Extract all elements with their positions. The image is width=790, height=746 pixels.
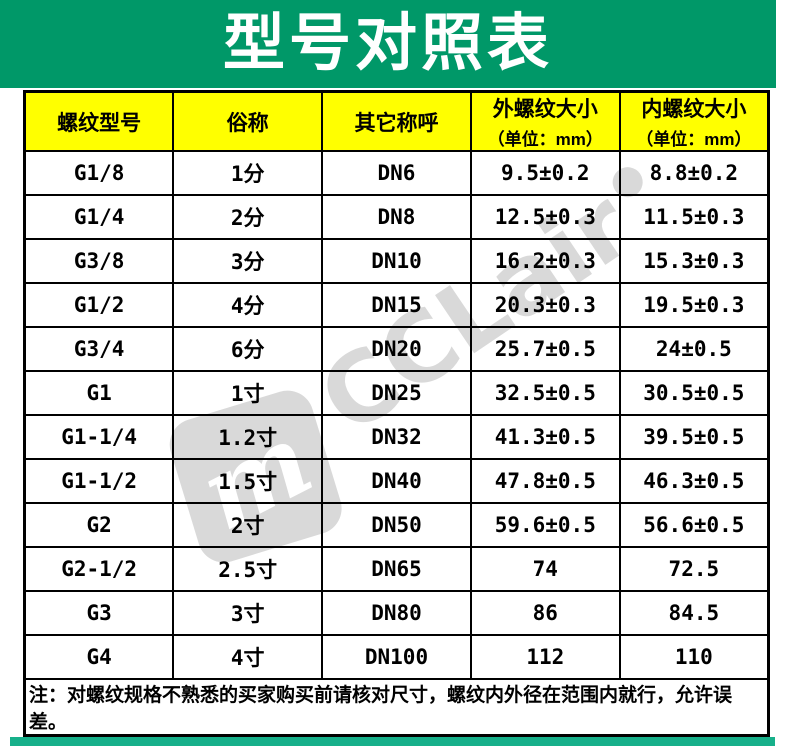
cell: 6分 — [172, 326, 324, 372]
cell: 2分 — [172, 194, 324, 240]
cell: 24±0.5 — [618, 326, 770, 372]
cell: 12.5±0.3 — [469, 194, 621, 240]
cell: 4分 — [172, 282, 324, 328]
cell: DN15 — [321, 282, 472, 328]
cell: 1.5寸 — [172, 458, 324, 504]
cell: DN100 — [321, 634, 472, 680]
cell: 110 — [618, 634, 770, 680]
header-cell: 螺纹型号 — [23, 90, 175, 152]
cell: 2.5寸 — [172, 546, 324, 592]
cell: G2-1/2 — [23, 546, 175, 592]
table-row: G3/4 6分 DN20 25.7±0.5 24±0.5 — [23, 326, 770, 372]
cell: DN32 — [321, 414, 472, 460]
cell: G1/2 — [23, 282, 175, 328]
cell: 1分 — [172, 150, 324, 196]
cell: 19.5±0.3 — [618, 282, 770, 328]
cell: 47.8±0.5 — [469, 458, 621, 504]
cell: G1 — [23, 370, 175, 416]
table-row: G1/4 2分 DN8 12.5±0.3 11.5±0.3 — [23, 194, 770, 240]
table-row: G2-1/2 2.5寸 DN65 74 72.5 — [23, 546, 770, 592]
header-cell: 内螺纹大小 （单位：mm） — [618, 90, 770, 152]
cell: DN80 — [321, 590, 472, 636]
cell: 112 — [469, 634, 621, 680]
cell: 46.3±0.5 — [618, 458, 770, 504]
comparison-table: 螺纹型号 俗称 其它称呼 外螺纹大小 （单位：mm） 内螺纹大小 （单位：mm） G1/8 1… — [23, 90, 770, 737]
note-row: 注：对螺纹规格不熟悉的买家购买前请核对尺寸，螺纹内外径在范围内就行，允许误差。 — [23, 678, 770, 737]
cell: G3/8 — [23, 238, 175, 284]
table-row: G1-1/4 1.2寸 DN32 41.3±0.5 39.5±0.5 — [23, 414, 770, 460]
cell: G3/4 — [23, 326, 175, 372]
table-row: G3/8 3分 DN10 16.2±0.3 15.3±0.3 — [23, 238, 770, 284]
cell: G2 — [23, 502, 175, 548]
cell: 3分 — [172, 238, 324, 284]
cell: G3 — [23, 590, 175, 636]
table-row: G1/2 4分 DN15 20.3±0.3 19.5±0.3 — [23, 282, 770, 328]
cell: 1寸 — [172, 370, 324, 416]
cell: DN65 — [321, 546, 472, 592]
cell: 1.2寸 — [172, 414, 324, 460]
cell: G1-1/4 — [23, 414, 175, 460]
table-row: G4 4寸 DN100 112 110 — [23, 634, 770, 680]
cell: G1/8 — [23, 150, 175, 196]
cell: DN25 — [321, 370, 472, 416]
cell: 9.5±0.2 — [469, 150, 621, 196]
cell: DN40 — [321, 458, 472, 504]
cell: 72.5 — [618, 546, 770, 592]
cell: 56.6±0.5 — [618, 502, 770, 548]
cell: 20.3±0.3 — [469, 282, 621, 328]
cell: 32.5±0.5 — [469, 370, 621, 416]
cell: 3寸 — [172, 590, 324, 636]
cell: 2寸 — [172, 502, 324, 548]
cell: DN8 — [321, 194, 472, 240]
footer-bar — [10, 737, 775, 746]
cell: 59.6±0.5 — [469, 502, 621, 548]
cell: 8.8±0.2 — [618, 150, 770, 196]
header-row: 螺纹型号 俗称 其它称呼 外螺纹大小 （单位：mm） 内螺纹大小 （单位：mm） — [23, 90, 770, 152]
cell: G1-1/2 — [23, 458, 175, 504]
cell: 86 — [469, 590, 621, 636]
note-text: 注：对螺纹规格不熟悉的买家购买前请核对尺寸，螺纹内外径在范围内就行，允许误差。 — [23, 678, 770, 737]
header-cell: 其它称呼 — [321, 90, 472, 152]
table-row: G3 3寸 DN80 86 84.5 — [23, 590, 770, 636]
cell: G4 — [23, 634, 175, 680]
thread-size-table: 螺纹型号 俗称 其它称呼 外螺纹大小 （单位：mm） 内螺纹大小 （单位：mm） G1/8 1… — [23, 90, 770, 737]
header-cell: 外螺纹大小 （单位：mm） — [469, 90, 621, 152]
cell: G1/4 — [23, 194, 175, 240]
cell: 15.3±0.3 — [618, 238, 770, 284]
cell: 84.5 — [618, 590, 770, 636]
cell: 30.5±0.5 — [618, 370, 770, 416]
table-row: G1/8 1分 DN6 9.5±0.2 8.8±0.2 — [23, 150, 770, 196]
cell: DN10 — [321, 238, 472, 284]
table-header: 螺纹型号 俗称 其它称呼 外螺纹大小 （单位：mm） 内螺纹大小 （单位：mm） — [23, 90, 770, 152]
cell: 41.3±0.5 — [469, 414, 621, 460]
cell: 39.5±0.5 — [618, 414, 770, 460]
table-row: G1 1寸 DN25 32.5±0.5 30.5±0.5 — [23, 370, 770, 416]
table-footer: 注：对螺纹规格不熟悉的买家购买前请核对尺寸，螺纹内外径在范围内就行，允许误差。 — [23, 678, 770, 737]
table-row: G1-1/2 1.5寸 DN40 47.8±0.5 46.3±0.5 — [23, 458, 770, 504]
cell: 16.2±0.3 — [469, 238, 621, 284]
table-row: G2 2寸 DN50 59.6±0.5 56.6±0.5 — [23, 502, 770, 548]
cell: DN6 — [321, 150, 472, 196]
title-banner: 型号对照表 — [0, 0, 776, 88]
cell: 74 — [469, 546, 621, 592]
cell: 11.5±0.3 — [618, 194, 770, 240]
cell: 25.7±0.5 — [469, 326, 621, 372]
cell: DN20 — [321, 326, 472, 372]
table-body: G1/8 1分 DN6 9.5±0.2 8.8±0.2 G1/4 2分 DN8 12.5±0.3… — [23, 150, 770, 680]
page-title: 型号对照表 — [222, 9, 553, 78]
header-cell: 俗称 — [172, 90, 324, 152]
cell: 4寸 — [172, 634, 324, 680]
cell: DN50 — [321, 502, 472, 548]
